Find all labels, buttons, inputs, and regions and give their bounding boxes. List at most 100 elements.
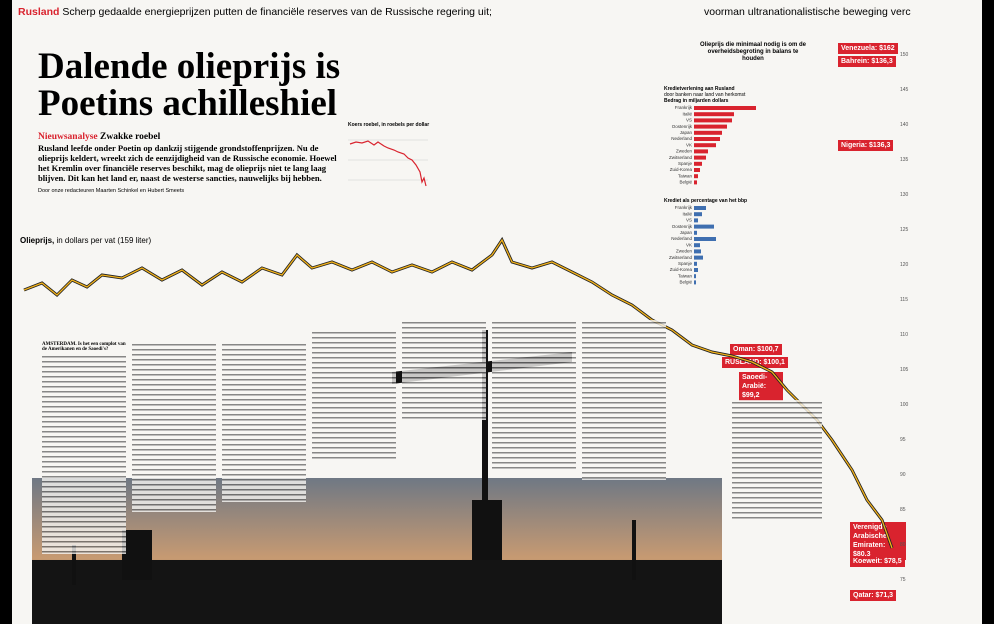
country-label: VK (686, 142, 692, 147)
country-label: VK (686, 242, 692, 247)
axis-tick-label: 145 (900, 87, 909, 93)
country-label: Italië (682, 111, 692, 116)
bar (694, 218, 698, 223)
bar (694, 274, 696, 279)
bar (694, 230, 697, 235)
bar (694, 212, 702, 217)
text-column (222, 342, 306, 502)
label-tag: Oman: $100,7 (730, 344, 782, 355)
label-tag: Bahrein: $136,3 (838, 56, 896, 67)
country-label: Frankrijk (675, 205, 693, 210)
credit-head: Kredietverlening aan Rusland door banken… (664, 86, 774, 104)
section: Rusland (18, 6, 60, 18)
oil-title: Olieprijs, (20, 236, 55, 245)
credit-unit: Bedrag in miljarden dollars (664, 98, 729, 104)
ruble-title: Koers roebel, in roebels per dollar (348, 122, 430, 128)
bar (694, 130, 722, 135)
axis-tick-label: 105 (900, 367, 909, 373)
bar (694, 124, 727, 129)
text-column (132, 342, 216, 512)
country-label: VS (686, 118, 692, 123)
bar (694, 137, 720, 141)
bar (694, 206, 706, 210)
country-label: Japan (680, 130, 693, 135)
axis-tick-label: 125 (900, 227, 909, 233)
oil-subtitle: in dollars per vat (159 liter) (56, 236, 152, 245)
bar (694, 224, 714, 229)
credit-pct-title: Krediet als percentage van het bbp (664, 198, 747, 204)
label-tag: Koeweit: $78,5 (850, 556, 905, 567)
text-column (732, 400, 822, 520)
axis-tick-label: 120 (900, 262, 909, 268)
axis-tick-label: 95 (900, 437, 906, 443)
bar (694, 237, 716, 241)
country-label: Zwitserland (669, 255, 693, 260)
country-label: Nederland (671, 236, 692, 241)
country-label: Taiwan (678, 173, 693, 178)
bar (694, 118, 732, 123)
label-tag: Qatar: $71,3 (850, 590, 897, 601)
kicker-right: voorman ultranationalistische beweging v… (704, 6, 911, 18)
axis-tick-label: 135 (900, 157, 909, 163)
label-tag: Verenigde Arabische Emiraten: $80,3 (850, 522, 906, 560)
breakeven-title: Olieprijs die minimaal nodig is om de ov… (699, 42, 807, 62)
country-label: Zwitserland (669, 155, 693, 160)
bar (694, 268, 698, 272)
bar (694, 143, 716, 148)
text-column (492, 320, 576, 470)
country-label: Japan (680, 230, 693, 235)
axis-tick-label: 100 (900, 402, 909, 408)
country-label: Oostenrijk (672, 124, 693, 129)
country-label: Zuid-Korea (670, 267, 693, 272)
country-label: België (679, 180, 692, 185)
byline: Door onze redacteuren Maarten Schinkel e… (38, 188, 185, 194)
kicker: Scherp gedaalde energieprijzen putten de… (62, 6, 492, 18)
headline-line: Dalende olieprijs is (38, 46, 341, 87)
country-label: Taiwan (678, 273, 693, 278)
oil-line-layer (23, 236, 894, 624)
axis-tick-label: 85 (900, 507, 906, 513)
ruble-chart (348, 139, 428, 187)
text-column (582, 320, 666, 480)
credit-title: Kredietverlening aan Rusland (664, 86, 735, 92)
kicker-line: Rusland Scherp gedaalde energieprijzen p… (18, 6, 492, 18)
bar (694, 168, 700, 172)
intro-label: Nieuwsanalyse (38, 132, 98, 142)
bar (694, 249, 701, 254)
bar (694, 112, 734, 117)
axis-tick-label: 150 (900, 52, 909, 58)
bar (694, 155, 706, 160)
bar (694, 161, 702, 166)
country-label: VS (686, 218, 692, 223)
country-label: Frankrijk (675, 105, 693, 110)
headline: Dalende olieprijs is Poetins achilleshie… (38, 48, 340, 122)
bar (694, 280, 696, 285)
bar (694, 174, 698, 179)
headline-line: Poetins achilleshiel (38, 83, 338, 124)
country-label: Spanje (678, 161, 693, 166)
oil-title-row: Olieprijs, in dollars per vat (159 liter… (20, 236, 151, 245)
text-column (312, 330, 396, 460)
intro-text: Rusland leefde onder Poetin op dankzij s… (38, 143, 337, 183)
axis-tick-label: 140 (900, 122, 909, 128)
axis-tick-label: 110 (900, 332, 908, 338)
label-tag: Nigeria: $136,3 (838, 140, 894, 151)
country-label: Zuid-Korea (670, 167, 693, 172)
bar (694, 149, 708, 154)
country-label: België (679, 280, 692, 285)
credit-subtitle: door banken naar land van herkomst (664, 92, 746, 98)
axis-tick-label: 130 (900, 192, 909, 198)
bar (694, 180, 697, 185)
axis-tick-label: 80 (900, 542, 906, 548)
newspaper-page: Rusland Scherp gedaalde energieprijzen p… (12, 0, 982, 624)
axis-tick-label: 90 (900, 472, 906, 478)
intro: Nieuwsanalyse Zwakke roebel Rusland leef… (38, 132, 338, 197)
bar (694, 261, 697, 266)
text-column (402, 320, 486, 420)
bar (694, 255, 703, 260)
axis-tick-label: 75 (900, 577, 906, 583)
bar (694, 243, 700, 248)
country-label: Zweden (676, 149, 693, 154)
axis-tick-label: 115 (900, 297, 908, 303)
country-label: Spanje (678, 261, 693, 266)
